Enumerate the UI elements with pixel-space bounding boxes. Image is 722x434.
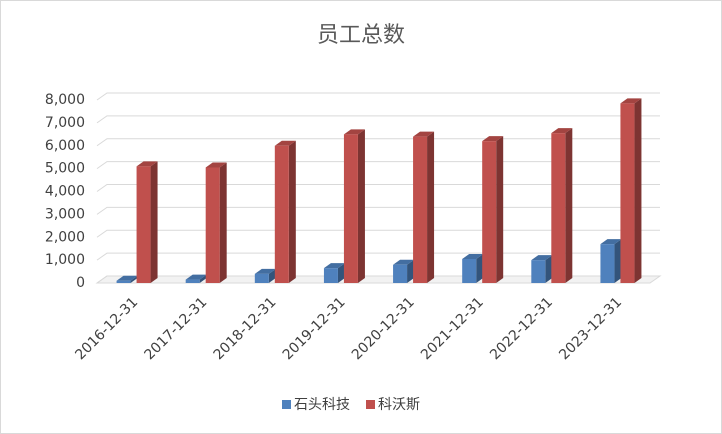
bar [254,268,276,283]
grid-line [96,184,660,192]
bar-face [413,136,428,283]
bar-face [427,131,435,283]
bar-face [413,131,435,137]
bar-face [130,275,138,283]
y-tick-label: 5,000 [45,161,85,177]
bar-face [614,239,622,283]
bar-face [185,274,207,280]
bar [462,253,484,283]
y-tick-label: 2,000 [45,229,85,245]
bar-face [219,162,227,283]
bar-face [136,166,151,283]
bar [551,128,573,283]
bar-face [268,268,276,283]
bar [185,274,207,283]
floor [95,275,662,284]
bar-face [531,255,553,261]
legend-label: 石头科技 [294,397,350,413]
bar-face [150,161,158,283]
bar-face [205,167,220,283]
bar-face [620,103,635,284]
bar-face [482,141,497,283]
bar-face [565,128,573,283]
bar-face [199,274,207,283]
bar-face [600,244,615,283]
bar-face [357,129,365,283]
chart-title: 员工总数 [317,23,405,48]
bar [620,98,642,284]
bar [393,259,415,283]
bar-face [205,162,227,168]
bar-face [323,263,345,269]
y-tick-label: 6,000 [45,138,85,154]
bar-face [323,268,338,283]
bar-face [551,128,573,134]
bar-face [288,140,296,283]
bar-face [634,98,642,284]
y-tick-label: 4,000 [45,184,85,200]
bar [205,162,227,283]
grid-line [96,229,660,238]
bar-face [254,273,269,283]
bar-face [600,239,622,245]
bar [482,136,504,283]
bar-face [476,253,484,283]
bar-face [545,255,553,283]
bar-face [274,140,296,146]
bar-face [136,161,158,167]
y-tick-label: 7,000 [45,115,85,131]
bar-face [462,253,484,259]
y-tick-label: 0 [76,275,85,291]
bar-face [337,263,345,283]
legend-swatch [282,400,291,409]
grid-line [96,115,660,124]
bar [116,275,138,283]
grid-line [96,206,660,215]
grid-line [96,161,660,170]
bar-face [551,133,566,283]
bar [600,239,622,283]
bar [343,129,365,283]
bar-face [620,98,642,104]
bar-face [496,136,504,283]
bar-face [393,259,415,265]
grid-line [96,92,660,101]
legend-label: 科沃斯 [378,397,420,413]
bar-face [343,134,358,283]
bar-face [116,280,131,283]
y-tick-label: 1,000 [45,252,85,268]
bar-face [531,260,546,283]
bar-face [116,275,138,281]
legend-swatch [366,400,375,409]
bar-face [343,129,365,135]
bar-face [407,259,415,283]
bar [531,255,553,283]
bar-face [462,258,477,283]
grid-line [96,252,660,261]
bar-face [393,264,408,283]
grid-line [96,138,660,147]
bar [323,263,345,283]
bar-face [254,268,276,274]
y-tick-label: 3,000 [45,206,85,222]
bar [136,161,158,283]
bar-face [482,136,504,142]
y-tick-label: 8,000 [45,92,85,108]
bar [413,131,435,283]
bar [274,140,296,283]
bar-face [274,145,289,283]
bar-face [185,279,200,283]
